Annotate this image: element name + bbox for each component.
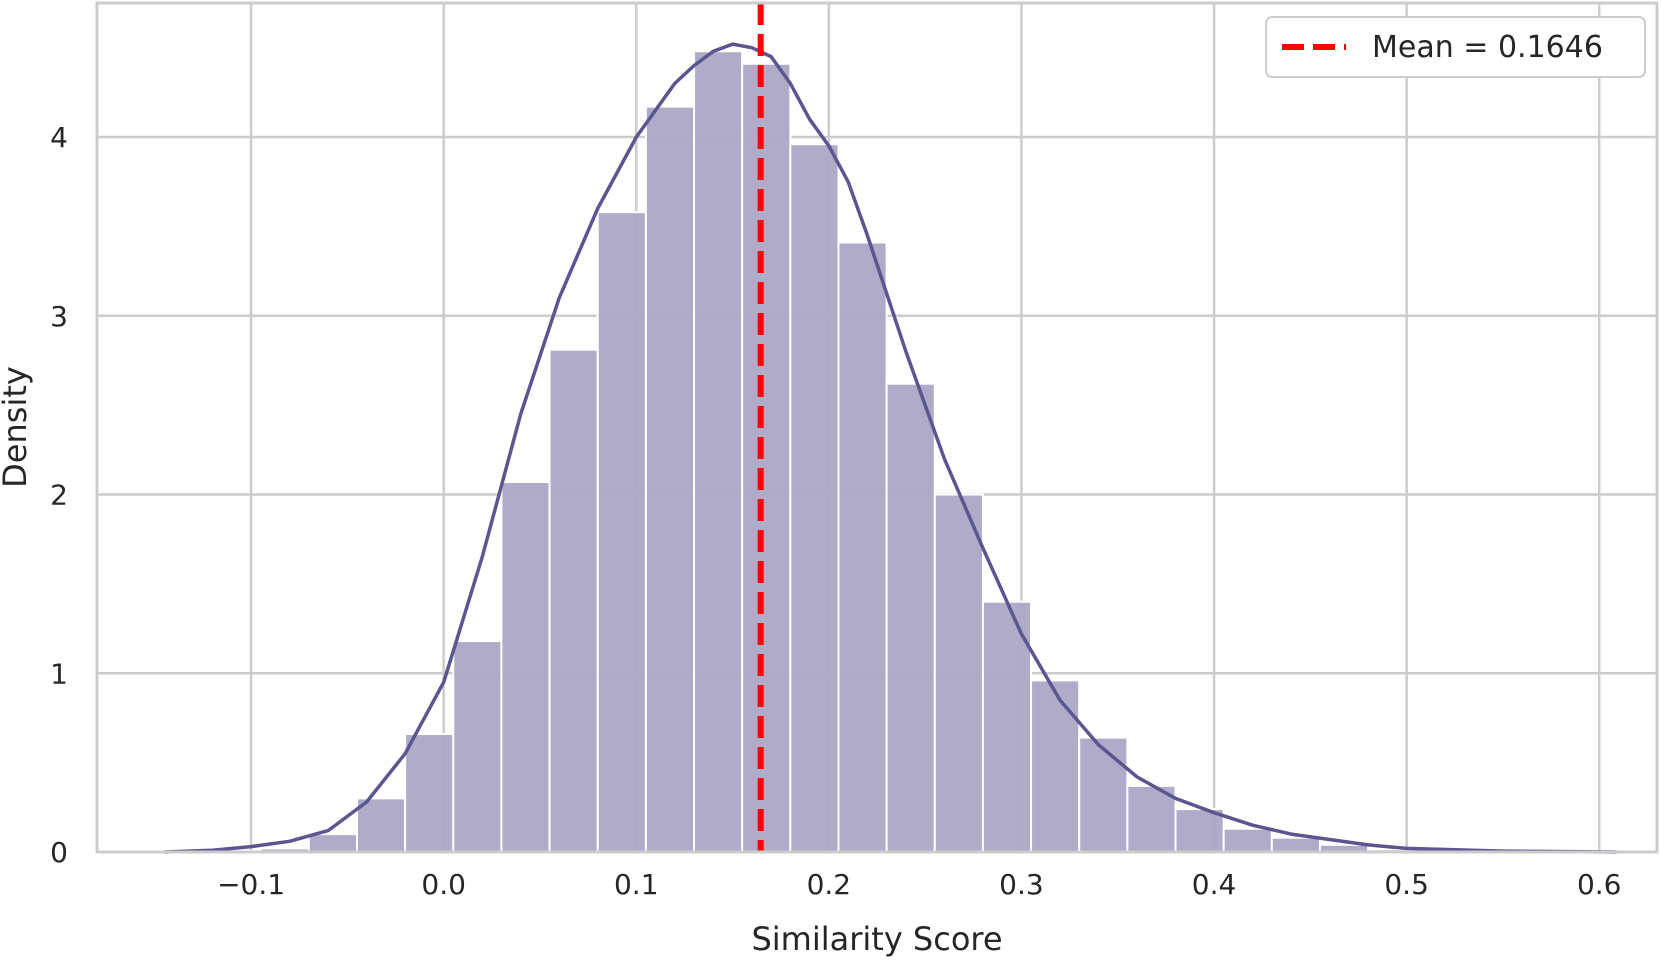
plot-frame [95,1,1659,854]
y-tick-labels: 0 1 2 3 4 [50,121,68,869]
histogram-bar-15 [885,382,936,853]
histogram-bar-3 [307,833,358,854]
legend-box [1265,16,1646,78]
histogram-bar-9 [596,211,647,853]
y-axis-title: Density [0,366,34,488]
histogram-bar-11 [693,50,744,853]
x-tick-label: 0.5 [1384,868,1429,901]
histogram-bar-22 [1222,827,1273,854]
x-tick-label: 0.4 [1192,868,1237,901]
x-tick-label: 0.2 [807,868,852,901]
histogram-bar-13 [789,143,840,854]
histogram-bar-7 [500,481,551,853]
histogram-bar-4 [356,797,407,854]
x-tick-label: 0.1 [614,868,659,901]
histogram-bar-8 [548,348,599,853]
histogram-bar-10 [644,105,696,854]
histogram-bar-16 [933,493,984,853]
histogram-bar-18 [1030,679,1081,854]
histogram-bar-23 [1270,836,1321,853]
y-tick-label: 3 [50,300,68,333]
x-tick-label: −0.1 [217,868,285,901]
legend: Mean = 0.1646 [1265,16,1646,78]
kde-curve [164,42,1617,854]
y-tick-label: 4 [50,121,68,154]
histogram-bar-12 [741,62,792,854]
x-tick-labels: −0.1 0.0 0.1 0.2 0.3 0.4 0.5 0.6 [217,868,1621,901]
x-axis-title: Similarity Score [751,920,1002,958]
histogram-bar-14 [837,241,888,853]
x-tick-label: 0.0 [421,868,466,901]
histogram-bar-19 [1078,736,1129,853]
histogram-bars [163,50,1618,854]
histogram-bar-21 [1174,808,1225,853]
y-tick-label: 1 [50,657,68,690]
histogram-bar-6 [452,640,503,853]
histogram-bar-5 [404,733,455,854]
y-tick-label: 2 [50,479,68,512]
y-tick-label: 0 [50,836,68,869]
x-tick-label: 0.6 [1577,868,1622,901]
legend-mean-label: Mean = 0.1646 [1372,30,1603,65]
x-tick-label: 0.3 [999,868,1044,901]
